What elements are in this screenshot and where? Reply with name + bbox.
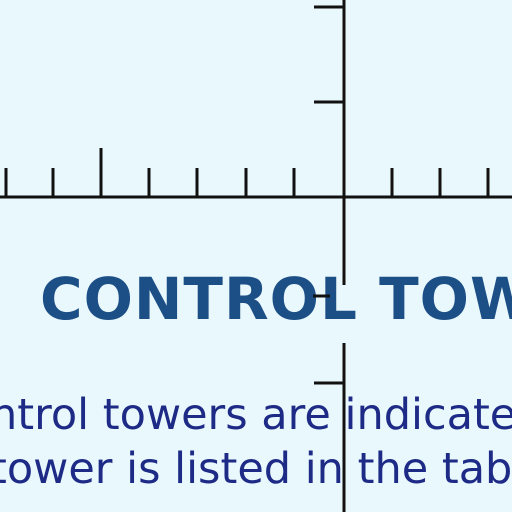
legend-text-line-1: ntrol towers are indicated o xyxy=(0,390,512,440)
legend-heading: CONTROL TOWER xyxy=(40,265,512,333)
legend-text-line-2: tower is listed in the table xyxy=(0,444,512,494)
